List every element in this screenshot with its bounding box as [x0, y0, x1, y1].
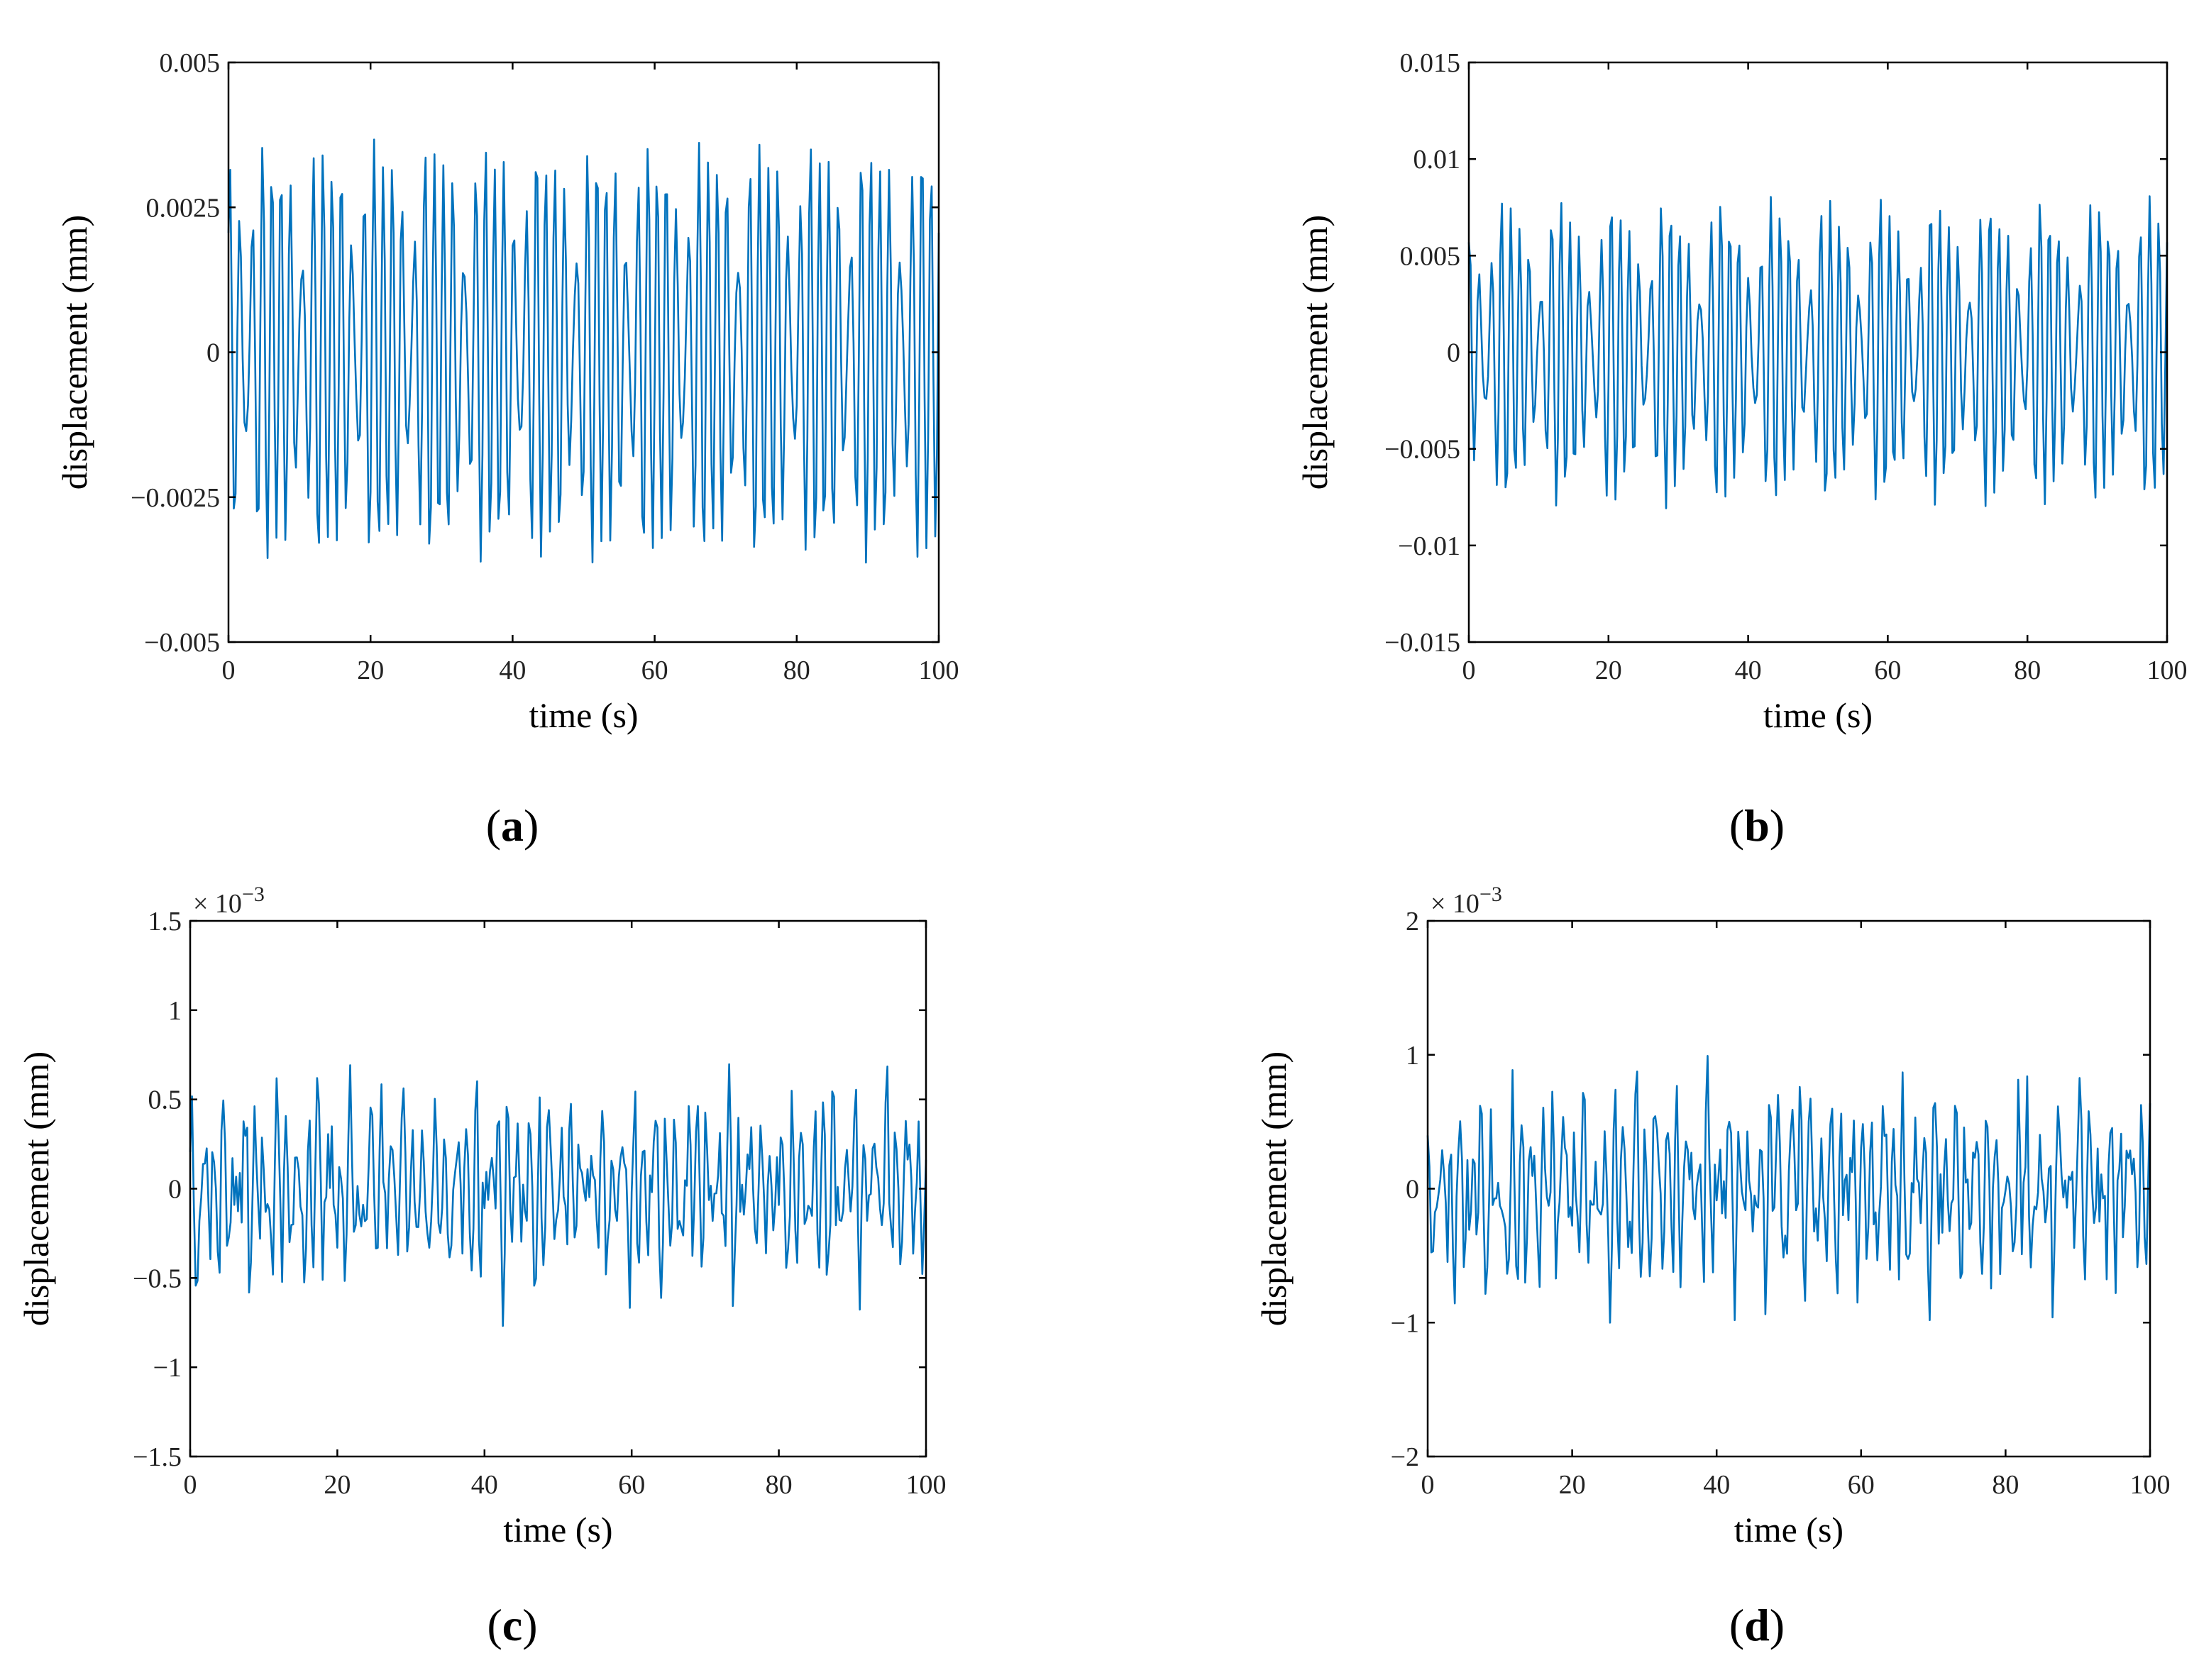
- x-tick-label: 20: [1595, 656, 1622, 685]
- x-tick-label: 0: [184, 1470, 197, 1500]
- y-tick-label: −0.0025: [131, 483, 220, 513]
- x-tick-label: 20: [357, 656, 384, 685]
- y-tick-label: −0.005: [144, 628, 220, 658]
- x-axis-title: time (s): [503, 1510, 612, 1549]
- y-tick-label: 1.5: [148, 907, 182, 936]
- y-tick-label: −0.005: [1384, 435, 1460, 465]
- y-tick-label: −0.01: [1398, 531, 1460, 561]
- x-tick-label: 20: [324, 1470, 351, 1500]
- y-tick-label: 0.005: [1400, 241, 1461, 271]
- y-tick-label: 0.5: [148, 1085, 182, 1115]
- series-line: [1467, 195, 2168, 509]
- y-tick-label: 0.015: [1400, 48, 1461, 78]
- y-exponent-label: × 10−3: [1431, 883, 1502, 919]
- x-axis-title: time (s): [1734, 1510, 1843, 1549]
- y-tick-label: 0.005: [160, 48, 221, 78]
- y-axis-title: displacement (mm): [1254, 1051, 1294, 1326]
- x-tick-label: 40: [471, 1470, 498, 1500]
- x-tick-label: 80: [1992, 1470, 2019, 1500]
- y-axis-title: displacement (mm): [55, 215, 94, 490]
- x-tick-label: 20: [1559, 1470, 1586, 1500]
- x-tick-label: 80: [2014, 656, 2041, 685]
- x-tick-label: 80: [783, 656, 810, 685]
- x-tick-label: 100: [906, 1470, 947, 1500]
- x-tick-label: 60: [1874, 656, 1901, 685]
- y-tick-label: 1: [168, 996, 182, 1026]
- x-tick-label: 0: [1462, 656, 1476, 685]
- x-tick-label: 100: [2147, 656, 2188, 685]
- y-axis-title: displacement (mm): [1295, 215, 1335, 490]
- y-tick-label: −1.5: [133, 1442, 182, 1472]
- x-axis-title: time (s): [529, 695, 638, 735]
- y-tick-label: −2: [1391, 1442, 1419, 1472]
- x-tick-label: 0: [222, 656, 236, 685]
- series-line: [189, 1063, 927, 1327]
- y-tick-label: 0: [1406, 1175, 1419, 1205]
- y-tick-label: 0.01: [1413, 145, 1461, 175]
- panel-c: 0 20 40 60 80 100 −1.5 −1 −0.5 0 0.5 1 1.5 × 10−3 time…: [16, 883, 947, 1650]
- y-tick-label: 0.0025: [146, 193, 221, 223]
- y-tick-label: −1: [153, 1353, 182, 1383]
- x-axis-title: time (s): [1763, 695, 1873, 735]
- x-tick-label: 40: [1735, 656, 1762, 685]
- y-exponent-label: × 10−3: [193, 883, 265, 919]
- x-tick-label: 0: [1421, 1470, 1435, 1500]
- x-tick-label: 60: [618, 1470, 645, 1500]
- y-tick-label: 0: [206, 338, 220, 368]
- panel-b: 0 20 40 60 80 100 −0.015 −0.01 −0.005 0 0.005 0.01 0…: [1295, 48, 2188, 851]
- x-tick-label: 100: [919, 656, 959, 685]
- panel-label: (a): [486, 800, 539, 851]
- panel-d: 0 20 40 60 80 100 −2 −1 0 1 2 × 10−3 time (s) displac…: [1254, 883, 2171, 1650]
- y-axis-title: displacement (mm): [16, 1051, 56, 1326]
- x-tick-label: 100: [2130, 1470, 2171, 1500]
- y-tick-label: −1: [1391, 1308, 1419, 1338]
- y-tick-label: −0.5: [133, 1264, 182, 1293]
- y-tick-label: −0.015: [1384, 628, 1460, 658]
- panel-label: (c): [487, 1600, 537, 1650]
- panel-label: (b): [1729, 800, 1785, 851]
- x-tick-label: 60: [641, 656, 668, 685]
- series-line: [1426, 1055, 2151, 1324]
- y-tick-label: 0: [168, 1175, 182, 1205]
- y-tick-label: 0: [1447, 338, 1460, 368]
- x-tick-label: 80: [766, 1470, 793, 1500]
- series-line: [227, 138, 940, 564]
- panel-a: 0 20 40 60 80 100 −0.005 −0.0025 0 0.0025 0.005 tim…: [55, 48, 959, 851]
- y-tick-label: 1: [1406, 1041, 1419, 1071]
- y-tick-label: 2: [1406, 907, 1419, 936]
- x-tick-label: 40: [1703, 1470, 1730, 1500]
- panel-label: (d): [1729, 1600, 1785, 1650]
- x-tick-label: 40: [499, 656, 526, 685]
- x-tick-label: 60: [1848, 1470, 1875, 1500]
